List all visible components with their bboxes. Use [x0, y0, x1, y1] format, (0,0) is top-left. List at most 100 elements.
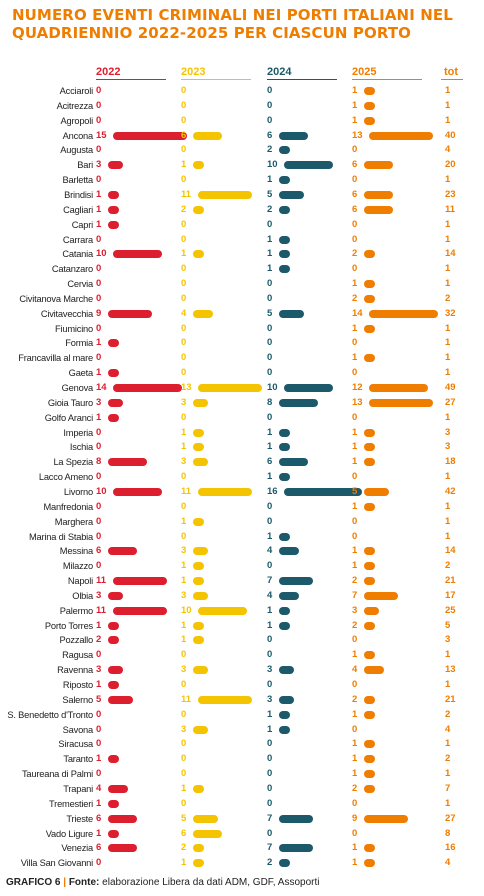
- bar-2025: [364, 547, 375, 556]
- value-label-2023: 2: [181, 203, 187, 215]
- total-value: 1: [445, 85, 451, 96]
- port-label: Napoli: [67, 576, 93, 587]
- total-value: 18: [445, 456, 456, 468]
- total-value: 3: [445, 426, 451, 438]
- value-label-2023: 0: [181, 367, 187, 379]
- total-value: 1: [445, 411, 451, 423]
- total-value: 2: [445, 292, 451, 304]
- total-value: 3: [445, 634, 451, 646]
- value-label-2023: 3: [181, 723, 187, 735]
- port-row: Tremestieri 1 0 0 0 1: [0, 797, 484, 811]
- value-label-2022: 0: [96, 500, 102, 512]
- value-label-2022: 0: [96, 144, 102, 156]
- bar-2022: [108, 190, 119, 199]
- total-value: 1: [445, 797, 451, 809]
- value-label-2022: 0: [96, 174, 102, 186]
- port-row: Augusta 0 0 2 0 4: [0, 143, 484, 157]
- value-label-2022: 1: [96, 367, 102, 379]
- value-label-2023: 2: [181, 842, 187, 854]
- total-value: 1: [445, 471, 451, 483]
- value-label-2025: 2: [352, 575, 358, 587]
- value-label-2024: 0: [267, 679, 273, 690]
- value-label-2025: 0: [352, 634, 358, 646]
- bar-2022: [108, 220, 119, 229]
- value-label-2024: 6: [267, 129, 273, 141]
- value-label-2024: 0: [267, 797, 273, 809]
- value-label-2022: 4: [96, 782, 102, 794]
- total-value: 14: [445, 545, 456, 557]
- bar-2023: [193, 309, 213, 318]
- value-label-2022: 0: [96, 278, 102, 290]
- bar-2022: [108, 161, 123, 170]
- value-label-2025: 0: [352, 337, 358, 349]
- bar-2023: [193, 205, 204, 214]
- total-value: 11: [445, 203, 456, 215]
- value-label-2023: 0: [181, 292, 187, 304]
- value-label-2022: 6: [96, 842, 102, 854]
- value-label-2024: 0: [267, 114, 273, 126]
- bar-2025: [364, 487, 389, 496]
- port-label: Brindisi: [64, 189, 93, 200]
- value-label-2025: 0: [352, 174, 358, 186]
- value-label-2022: 0: [96, 768, 102, 780]
- total-value: 16: [445, 842, 456, 854]
- value-label-2023: 0: [181, 278, 187, 290]
- value-label-2023: 1: [181, 619, 187, 631]
- bar-2024: [279, 473, 290, 482]
- bar-2023: [193, 666, 208, 675]
- value-label-2023: 6: [181, 827, 187, 839]
- value-label-2024: 7: [267, 575, 273, 587]
- bar-2025: [364, 190, 394, 199]
- bar-2024: [279, 190, 304, 199]
- value-label-2022: 11: [96, 575, 107, 587]
- bar-2025: [364, 651, 375, 660]
- value-label-2024: 7: [267, 812, 273, 824]
- total-value: 1: [445, 233, 451, 245]
- value-label-2022: 0: [96, 708, 102, 720]
- value-label-2024: 16: [267, 485, 278, 497]
- value-label-2024: 0: [267, 218, 273, 230]
- bar-2022: [108, 621, 119, 630]
- value-label-2022: 0: [96, 723, 102, 735]
- total-value: 13: [445, 664, 456, 676]
- value-label-2023: 1: [181, 441, 187, 453]
- value-label-2022: 1: [96, 679, 102, 690]
- value-label-2023: 0: [181, 99, 187, 111]
- value-label-2025: 1: [352, 560, 358, 572]
- bar-2025: [369, 384, 428, 392]
- value-label-2025: 1: [352, 768, 358, 780]
- value-label-2025: 13: [352, 396, 363, 408]
- value-label-2022: 0: [96, 263, 102, 275]
- bar-2024: [279, 859, 290, 868]
- value-label-2024: 0: [267, 352, 273, 364]
- value-label-2022: 1: [96, 827, 102, 839]
- bar-2025: [364, 784, 375, 793]
- value-label-2022: 3: [96, 589, 102, 601]
- bar-2025: [364, 443, 375, 452]
- value-label-2022: 14: [96, 382, 107, 393]
- bar-2022: [113, 384, 182, 392]
- port-row: Acitrezza 0 0 0 1 1: [0, 99, 484, 113]
- bar-2025: [364, 562, 375, 571]
- port-row: Olbia 3 3 4 7 17: [0, 589, 484, 603]
- value-label-2024: 2: [267, 203, 273, 215]
- total-value: 4: [445, 144, 451, 156]
- value-label-2025: 1: [352, 649, 358, 661]
- total-value: 1: [445, 679, 451, 690]
- port-row: S. Benedetto d'Tronto 0 0 1 1 2: [0, 708, 484, 722]
- port-label: Villa San Giovanni: [20, 858, 93, 869]
- value-label-2022: 6: [96, 545, 102, 557]
- value-label-2025: 1: [352, 708, 358, 720]
- bar-2025: [369, 309, 438, 318]
- value-label-2025: 1: [352, 857, 358, 869]
- value-label-2022: 0: [96, 292, 102, 304]
- value-label-2024: 7: [267, 842, 273, 854]
- value-label-2025: 13: [352, 129, 363, 141]
- value-label-2025: 3: [352, 604, 358, 616]
- bar-2024: [279, 309, 304, 318]
- value-label-2024: 10: [267, 382, 278, 393]
- bar-2023: [198, 695, 252, 704]
- value-label-2024: 1: [267, 426, 273, 438]
- port-label: Manfredonia: [43, 501, 94, 512]
- bar-2025: [364, 250, 375, 259]
